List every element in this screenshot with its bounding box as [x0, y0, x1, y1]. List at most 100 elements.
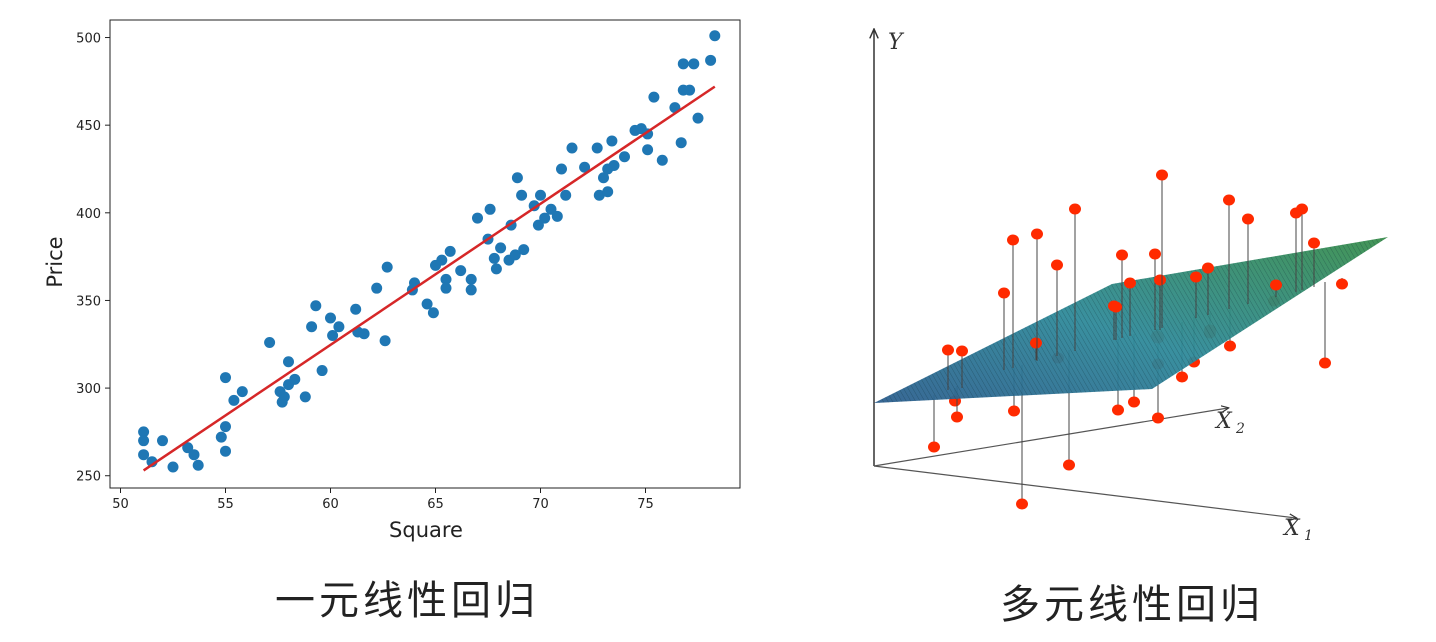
- data-point: [509, 249, 521, 261]
- data-point: [1051, 259, 1063, 271]
- data-point: [289, 373, 301, 385]
- data-point: [593, 189, 605, 201]
- data-point: [440, 282, 452, 294]
- data-point: [465, 284, 477, 296]
- x-tick-label: 70: [532, 497, 549, 512]
- data-point: [490, 263, 502, 275]
- data-point: [215, 431, 227, 443]
- data-point: [138, 426, 150, 438]
- data-point: [278, 391, 290, 403]
- data-point: [325, 312, 336, 324]
- data-point: [228, 394, 240, 406]
- data-point: [495, 242, 507, 254]
- x-tick-label: 55: [217, 497, 234, 512]
- x-tick-label: 60: [322, 497, 339, 512]
- x2-axis: [873, 408, 1228, 467]
- y-axis-label: Y: [888, 30, 905, 55]
- data-point: [1224, 340, 1236, 352]
- data-point: [350, 303, 362, 315]
- data-point: [371, 282, 383, 294]
- y-tick-label: 500: [76, 32, 101, 47]
- data-point: [1008, 405, 1020, 417]
- x-axis-label: Square: [389, 518, 463, 542]
- data-point: [1030, 337, 1042, 349]
- data-point: [188, 449, 200, 461]
- data-point: [1110, 301, 1122, 313]
- data-point: [1156, 169, 1168, 181]
- regression-line-group: [142, 85, 716, 472]
- data-point: [1007, 234, 1019, 246]
- data-point: [675, 137, 687, 149]
- data-point: [358, 328, 370, 340]
- data-point: [579, 161, 591, 173]
- data-point: [619, 151, 630, 163]
- data-point: [264, 337, 276, 349]
- data-point: [472, 212, 483, 224]
- data-point: [532, 219, 544, 231]
- data-point: [606, 135, 618, 147]
- data-point: [138, 449, 150, 461]
- data-point: [942, 344, 954, 356]
- data-point: [566, 142, 578, 154]
- data-point: [182, 442, 194, 454]
- data-point: [1336, 278, 1348, 290]
- data-point: [1270, 279, 1282, 291]
- y-tick-label: 400: [76, 207, 101, 222]
- data-point: [440, 273, 452, 285]
- data-point: [1190, 271, 1202, 283]
- data-point: [956, 345, 968, 357]
- points-above-plane: [942, 169, 1320, 390]
- data-point: [1152, 412, 1164, 424]
- data-point: [539, 212, 551, 224]
- data-point: [518, 244, 530, 256]
- data-point: [299, 391, 311, 403]
- data-point: [220, 372, 231, 384]
- y-axis-ticks: 250 300 350 400 450 500: [76, 32, 110, 485]
- caption-multiple-regression: 多元线性回归: [1000, 582, 1264, 628]
- data-point: [333, 321, 345, 333]
- data-point: [1296, 203, 1308, 215]
- x1-axis-label: X: [1282, 516, 1301, 541]
- y-tick-label: 450: [76, 119, 101, 134]
- data-point: [236, 386, 248, 398]
- plot-frame: [109, 19, 741, 489]
- data-point: [1176, 371, 1188, 383]
- data-point: [421, 298, 433, 310]
- data-point: [516, 189, 528, 201]
- data-point: [465, 273, 477, 285]
- x1-axis-subscript: 1: [1304, 528, 1313, 544]
- data-point: [928, 441, 940, 453]
- regression-line: [142, 85, 716, 472]
- data-point: [677, 58, 689, 70]
- data-point: [157, 435, 168, 447]
- data-point: [1116, 249, 1128, 261]
- x-axis-ticks: 50 55 60 65 70 75: [112, 488, 654, 512]
- data-point: [379, 335, 391, 347]
- y-tick-label: 350: [76, 294, 101, 309]
- data-point: [556, 163, 567, 175]
- y-tick-label: 250: [76, 470, 101, 485]
- data-point: [591, 142, 603, 154]
- x2-axis-subscript: 2: [1235, 421, 1245, 437]
- data-point: [1016, 498, 1028, 510]
- data-point: [283, 356, 294, 368]
- y-axis-label: Price: [43, 236, 67, 287]
- regression-plane-mesh: [874, 237, 1388, 403]
- multiple-regression-chart: Y X 2 X 1: [0, 0, 1388, 544]
- data-point: [684, 84, 696, 96]
- data-point: [436, 254, 448, 266]
- data-point: [167, 461, 179, 473]
- x-tick-label: 50: [112, 497, 129, 512]
- data-point: [1124, 277, 1136, 289]
- data-point: [598, 172, 609, 184]
- data-point: [705, 54, 717, 66]
- data-point: [688, 58, 700, 70]
- data-point: [1112, 404, 1124, 416]
- scatter-points: [138, 30, 721, 473]
- data-point: [1223, 194, 1235, 206]
- data-point: [692, 112, 704, 124]
- data-point: [1154, 274, 1166, 286]
- data-point: [192, 459, 204, 471]
- data-point: [1063, 459, 1075, 471]
- data-point: [220, 445, 231, 457]
